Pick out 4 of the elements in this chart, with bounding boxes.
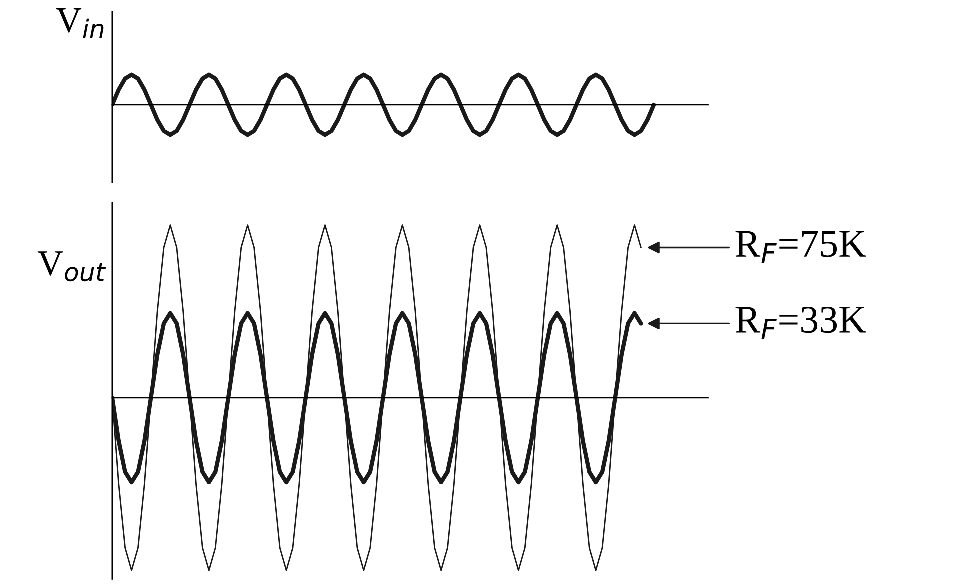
text: R$_{F}$=33K xyxy=(736,306,866,340)
y-axis-title: V$_{in}$ xyxy=(56,8,104,38)
text: R$_{F}$=75K xyxy=(736,231,866,264)
y-axis-title: V$_{out}$ xyxy=(38,252,106,282)
